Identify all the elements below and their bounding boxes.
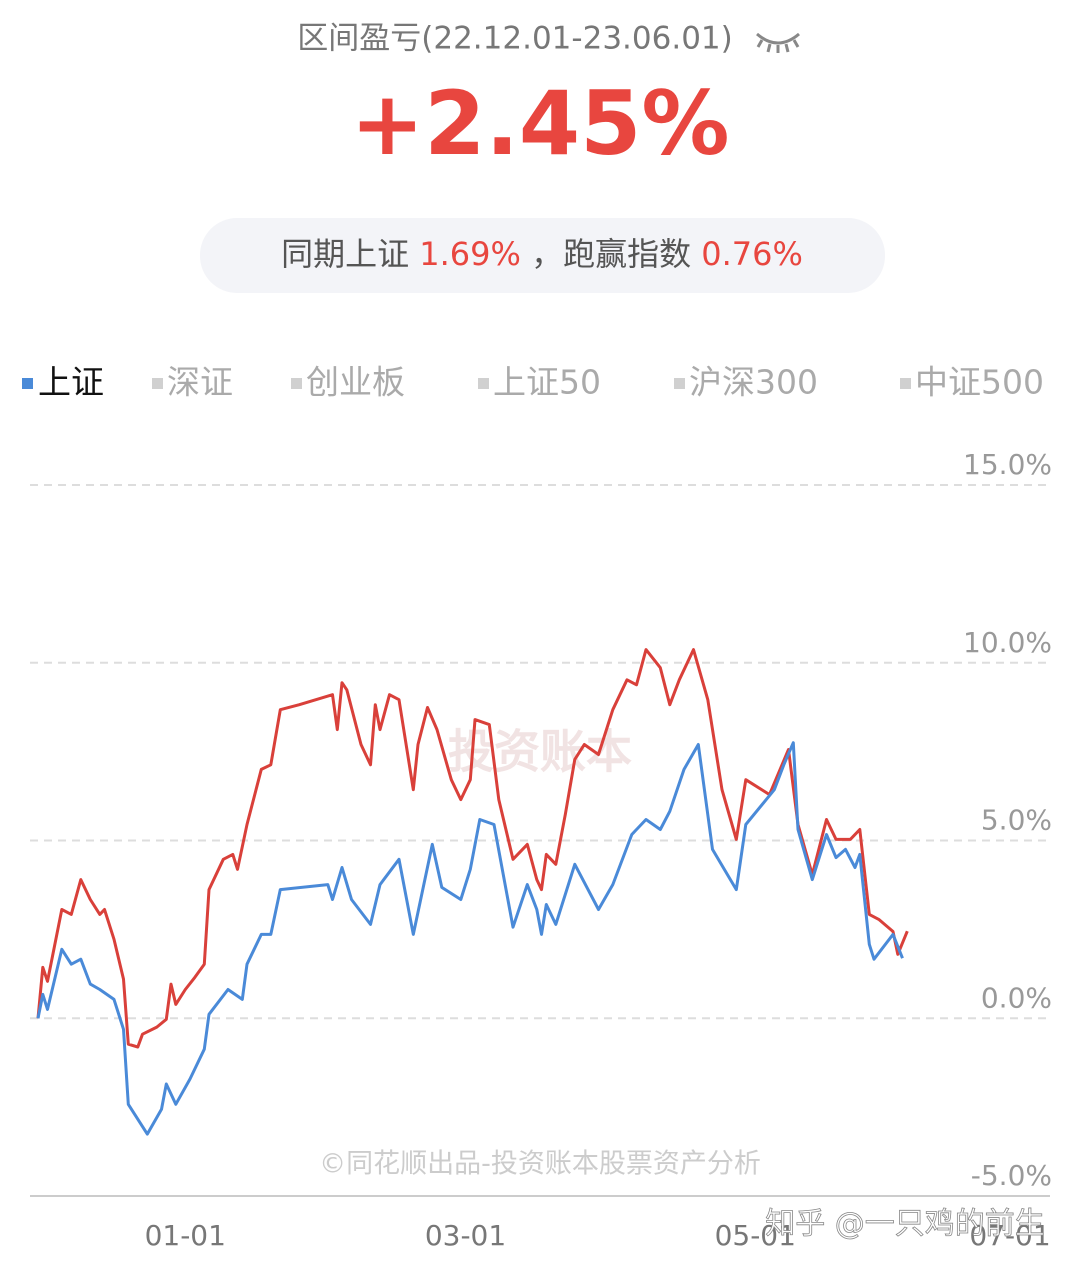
y-tick-label: 10.0% bbox=[963, 626, 1052, 659]
legend-label: 上证 bbox=[38, 363, 104, 402]
y-tick-label: -5.0% bbox=[971, 1159, 1052, 1192]
period-title: 区间盈亏(22.12.01-23.06.01) bbox=[297, 21, 732, 57]
legend-label: 上证50 bbox=[493, 363, 601, 402]
watermark: 投资账本 bbox=[448, 725, 632, 779]
legend-label: 中证500 bbox=[915, 363, 1044, 402]
series-line bbox=[36, 741, 904, 1136]
x-tick-label: 07-01 bbox=[969, 1219, 1050, 1252]
legend-swatch bbox=[674, 378, 685, 389]
watermark: 知乎 @一只鸡的前生 bbox=[765, 1207, 1045, 1242]
total-return: +2.45% bbox=[350, 72, 729, 175]
y-tick-label: 0.0% bbox=[981, 981, 1052, 1014]
x-tick-label: 03-01 bbox=[425, 1219, 506, 1252]
legend-label: 创业板 bbox=[306, 363, 405, 402]
series-line bbox=[36, 648, 909, 1049]
x-tick-label: 01-01 bbox=[145, 1219, 226, 1252]
legend-label: 沪深300 bbox=[689, 363, 818, 402]
watermark: ©同花顺出品-投资账本股票资产分析 bbox=[319, 1149, 761, 1180]
compare-label: ，跑赢指数 bbox=[531, 235, 691, 273]
legend-swatch bbox=[22, 378, 33, 389]
legend-swatch bbox=[152, 378, 163, 389]
y-tick-label: 15.0% bbox=[963, 448, 1052, 481]
compare-pill bbox=[200, 218, 885, 293]
compare-value: 1.69% bbox=[419, 235, 521, 273]
y-tick-label: 5.0% bbox=[981, 804, 1052, 837]
legend-label: 深证 bbox=[167, 363, 233, 402]
legend-swatch bbox=[291, 378, 302, 389]
compare-text: 同期上证 1.69% ，跑赢指数 0.76% bbox=[281, 235, 803, 273]
compare-label: 同期上证 bbox=[281, 235, 409, 273]
legend-swatch bbox=[900, 378, 911, 389]
compare-value: 0.76% bbox=[701, 235, 803, 273]
x-tick-label: 05-01 bbox=[715, 1219, 796, 1252]
eye-icon bbox=[756, 32, 800, 53]
legend-swatch bbox=[478, 378, 489, 389]
